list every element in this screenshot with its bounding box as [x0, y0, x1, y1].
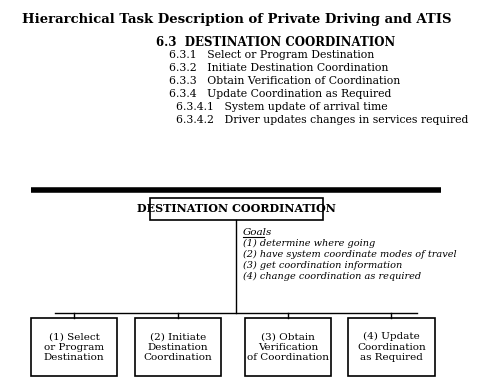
Text: (3) Obtain
Verification
of Coordination: (3) Obtain Verification of Coordination [247, 332, 329, 362]
FancyBboxPatch shape [150, 198, 322, 220]
Text: 6.3.3   Obtain Verification of Coordination: 6.3.3 Obtain Verification of Coordinatio… [169, 76, 400, 86]
Text: (2) have system coordinate modes of travel: (2) have system coordinate modes of trav… [243, 250, 457, 259]
Text: Hierarchical Task Description of Private Driving and ATIS: Hierarchical Task Description of Private… [21, 13, 451, 26]
Text: (2) Initiate
Destination
Coordination: (2) Initiate Destination Coordination [143, 332, 212, 362]
FancyBboxPatch shape [31, 318, 118, 376]
Text: 6.3.4   Update Coordination as Required: 6.3.4 Update Coordination as Required [169, 89, 391, 99]
Text: 6.3.2   Initiate Destination Coordination: 6.3.2 Initiate Destination Coordination [169, 63, 388, 73]
Text: (1) determine where going: (1) determine where going [243, 239, 375, 248]
Text: Goals: Goals [243, 228, 273, 237]
Text: (4) change coordination as required: (4) change coordination as required [243, 272, 421, 281]
Text: 6.3.1   Select or Program Destination: 6.3.1 Select or Program Destination [169, 50, 374, 60]
FancyBboxPatch shape [245, 318, 331, 376]
FancyBboxPatch shape [348, 318, 434, 376]
Text: (3) get coordination information: (3) get coordination information [243, 261, 402, 270]
FancyBboxPatch shape [134, 318, 221, 376]
Text: 6.3.4.1   System update of arrival time: 6.3.4.1 System update of arrival time [176, 102, 387, 112]
Text: (1) Select
or Program
Destination: (1) Select or Program Destination [44, 332, 105, 362]
Text: 6.3.4.2   Driver updates changes in services required: 6.3.4.2 Driver updates changes in servic… [176, 115, 468, 125]
Text: 6.3  DESTINATION COORDINATION: 6.3 DESTINATION COORDINATION [156, 36, 395, 49]
Text: DESTINATION COORDINATION: DESTINATION COORDINATION [137, 203, 336, 215]
Text: (4) Update
Coordination
as Required: (4) Update Coordination as Required [357, 332, 426, 362]
